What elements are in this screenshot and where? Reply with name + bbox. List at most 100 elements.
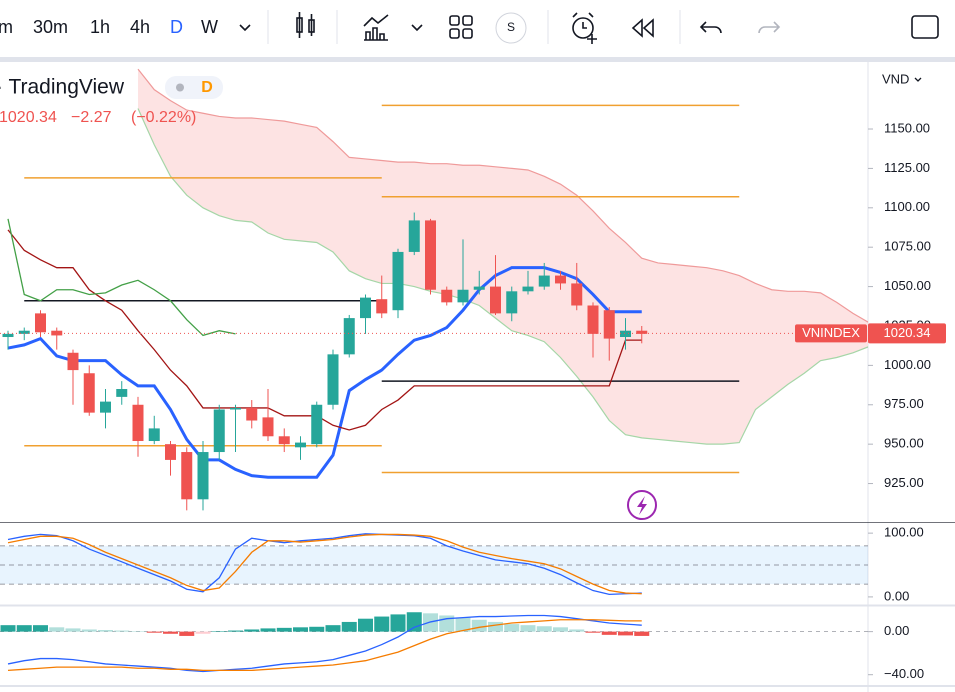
y-tick-label: 1150.00 (884, 120, 930, 135)
flash-bolt (637, 496, 647, 515)
histogram-bar (520, 625, 536, 632)
candle-body (522, 286, 534, 292)
layout-button[interactable] (449, 15, 473, 39)
histogram-bar (260, 628, 276, 632)
interval-button[interactable]: 30m (33, 17, 68, 37)
histogram-bar (33, 625, 48, 632)
candle-body (473, 286, 485, 290)
histogram-bar (65, 628, 81, 632)
y-tick-label: 1075.00 (884, 239, 931, 254)
candle-body (392, 251, 404, 311)
histogram-bar (130, 631, 146, 632)
histogram-bar (195, 631, 211, 634)
undo-button[interactable] (699, 21, 722, 34)
candle-body (181, 452, 193, 500)
interval-group: m 30m 1h 4h D W (0, 17, 218, 37)
candle-body (538, 275, 550, 287)
histogram-bar (163, 631, 178, 634)
histogram-bar (488, 621, 503, 632)
replay-button[interactable] (631, 18, 654, 38)
y-tick-label: 100.00 (884, 525, 924, 540)
candle-body (311, 404, 323, 445)
indicators-menu[interactable] (411, 24, 423, 32)
chart-type-button[interactable] (296, 12, 315, 38)
interval-button[interactable]: 1h (90, 17, 110, 37)
candle-body (116, 389, 128, 397)
stoch-line (7, 533, 642, 596)
histogram-bar (211, 631, 227, 632)
alert-button[interactable] (572, 12, 597, 44)
price-axis: 925.00950.00975.001000.001025.001050.001… (795, 120, 946, 681)
y-tick-label: 1100.00 (884, 199, 930, 214)
histogram-bar (179, 631, 195, 636)
cloud-span (137, 108, 868, 445)
histogram-bar (114, 630, 130, 632)
histogram-bar (81, 629, 97, 632)
price-tag (868, 323, 946, 344)
histogram-bar (390, 614, 406, 632)
interval-button[interactable]: m (0, 17, 13, 37)
candle-body (555, 275, 566, 284)
candle-body (295, 442, 306, 448)
candle-body (327, 354, 339, 405)
redo-button[interactable] (758, 21, 781, 34)
fullscreen-button[interactable] (911, 15, 939, 39)
candle-body (83, 373, 95, 413)
histogram-bar (504, 624, 520, 632)
candle-body (132, 404, 144, 442)
flash-icon[interactable] (627, 490, 657, 520)
indicator-line (7, 266, 642, 479)
price-tag-label: 1020.34 (884, 325, 931, 340)
candle-body (425, 220, 436, 290)
y-tick-label: 0.00 (884, 588, 909, 603)
macd-pane (0, 612, 868, 673)
cloud-fill (138, 69, 868, 445)
candle-body (441, 289, 453, 303)
histogram-bar (293, 627, 308, 632)
candle-body (18, 330, 30, 334)
candle-body (571, 283, 583, 306)
y-tick-label: 1125.00 (884, 160, 930, 175)
histogram-bar (341, 621, 357, 632)
symbol-button[interactable] (495, 12, 527, 44)
candle-body (457, 289, 469, 303)
indicator-line (7, 229, 642, 431)
interval-button[interactable]: W (201, 17, 218, 37)
candle-body (148, 428, 160, 442)
histogram-bar (471, 619, 487, 632)
legend-change: −2.27 (71, 109, 112, 126)
currency-menu[interactable] (914, 77, 922, 82)
histogram-bar (146, 631, 162, 633)
candle-body (603, 310, 615, 339)
interval-menu[interactable] (239, 24, 251, 32)
legend-price: 1020.34 (0, 109, 57, 126)
histogram-bar (536, 626, 552, 632)
candle-body (506, 291, 518, 314)
candle-body (587, 305, 599, 334)
candle-body (35, 313, 46, 333)
stoch-line (7, 533, 642, 595)
histogram-bar (358, 618, 373, 632)
y-tick-label: 1050.00 (884, 278, 931, 293)
interval-badge (165, 76, 223, 99)
y-tick-label: 0.00 (884, 623, 909, 638)
candle-body (278, 436, 290, 445)
toolbar-border (0, 57, 955, 62)
histogram-bar (455, 617, 471, 632)
badge-interval: D (201, 79, 213, 96)
indicators-button[interactable] (363, 14, 389, 41)
candle-body (246, 407, 258, 421)
y-tick-label: 950.00 (884, 436, 924, 451)
interval-button[interactable]: 4h (130, 17, 150, 37)
candle-body (262, 417, 274, 437)
status-dot (176, 83, 184, 92)
cloud-span (137, 68, 868, 323)
symbol-name: · TradingView (0, 76, 125, 99)
symbol-tag-label: VNINDEX (802, 325, 860, 340)
histogram-bar (0, 625, 16, 632)
histogram-bar (276, 627, 292, 632)
histogram-bar (634, 631, 650, 636)
interval-button[interactable]: D (170, 17, 183, 37)
currency[interactable]: VND (882, 71, 909, 86)
